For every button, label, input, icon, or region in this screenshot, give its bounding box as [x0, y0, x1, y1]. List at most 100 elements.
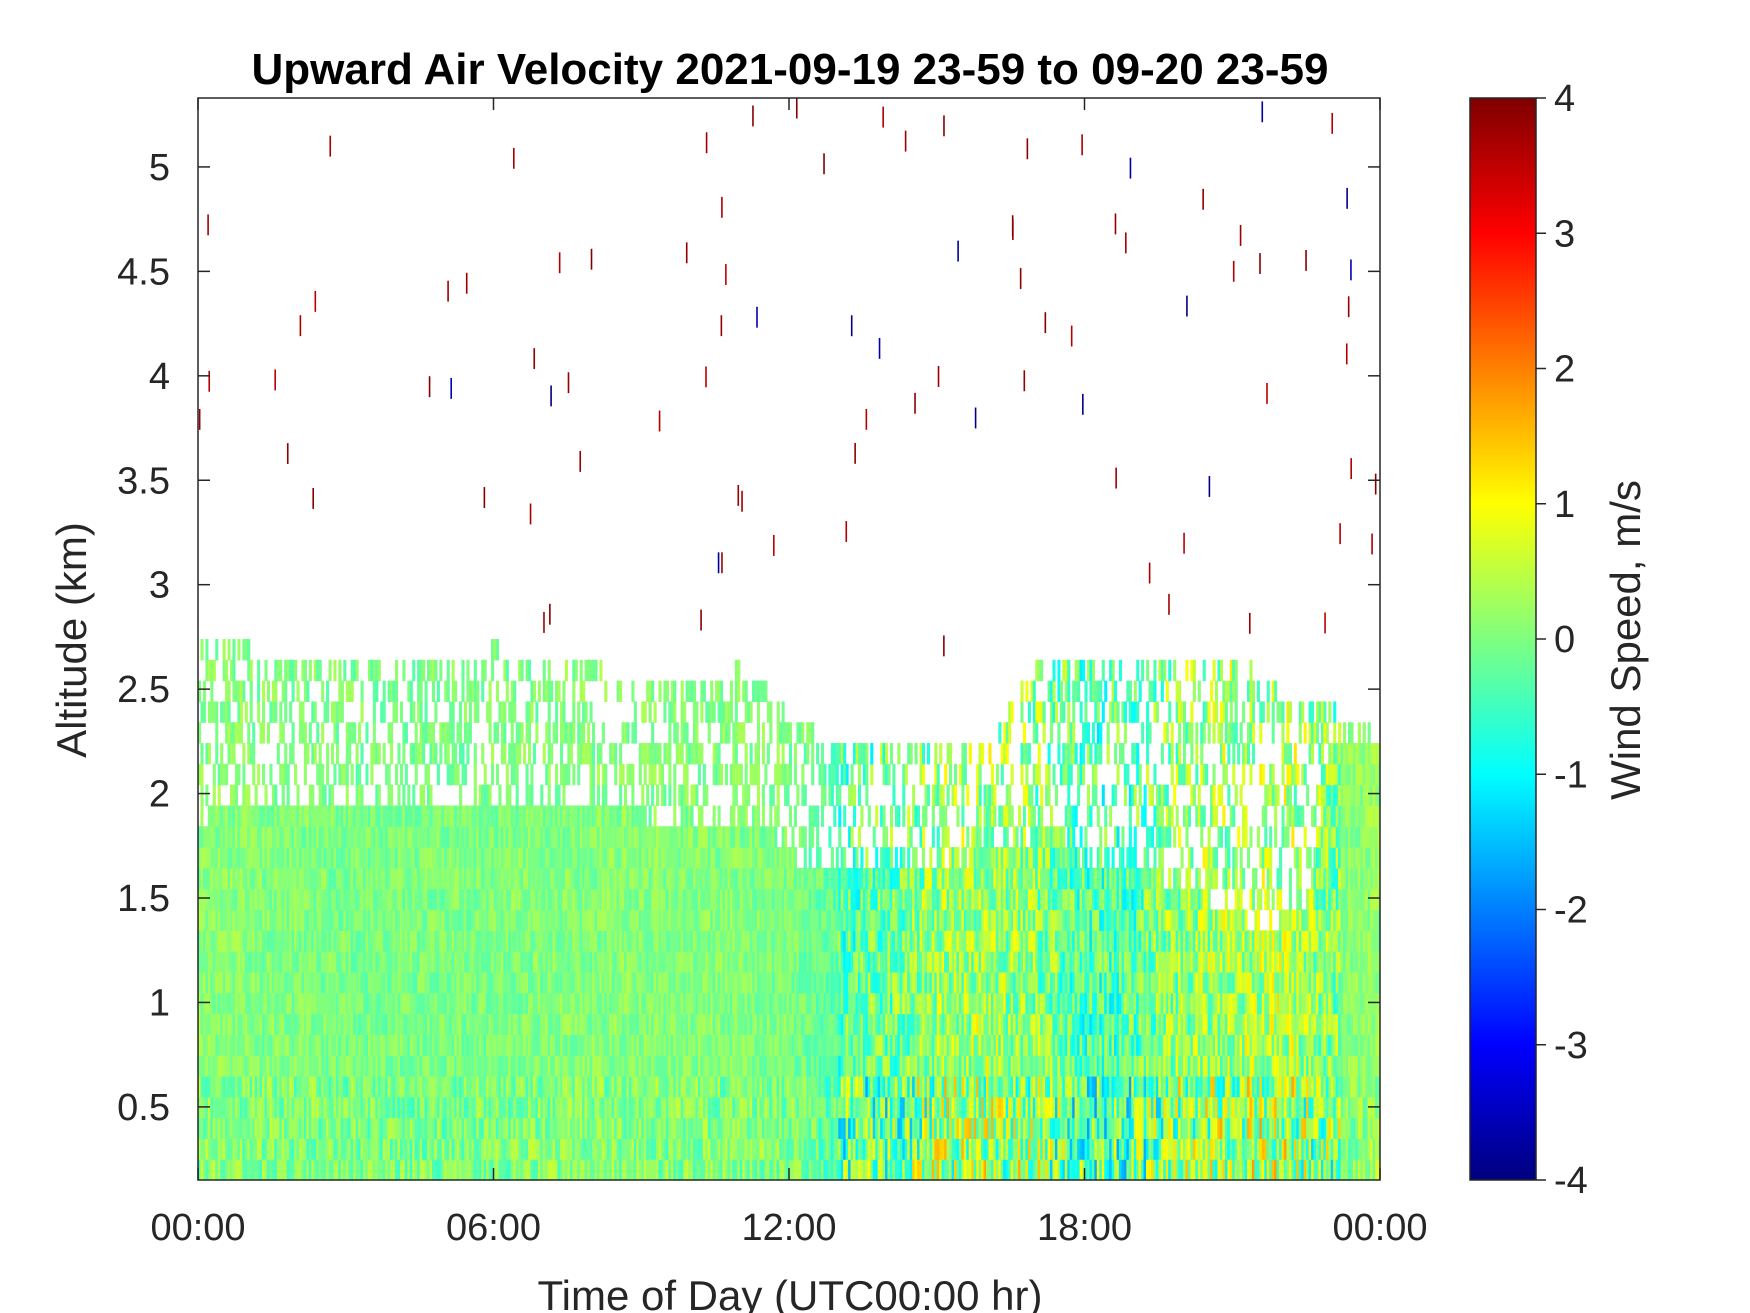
heatmap-cell — [527, 1013, 532, 1035]
heatmap-cell — [523, 847, 527, 869]
heatmap-cell — [739, 1138, 743, 1160]
heatmap-cell — [715, 930, 719, 952]
heatmap-cell — [262, 867, 266, 890]
heatmap-cell — [463, 722, 468, 744]
heatmap-cell — [281, 1075, 285, 1098]
heatmap-cell — [675, 1055, 679, 1077]
heatmap-cell — [407, 1138, 411, 1160]
heatmap-cell — [414, 722, 418, 744]
heatmap-cell — [222, 1013, 226, 1035]
heatmap-cell — [692, 826, 697, 848]
heatmap-cell — [594, 847, 598, 869]
heatmap-cell — [409, 1138, 413, 1160]
heatmap-cell — [262, 951, 266, 973]
heatmap-cell — [360, 1034, 364, 1056]
heatmap-cell — [493, 930, 497, 952]
heatmap-cell — [353, 826, 357, 848]
heatmap-cell — [732, 888, 736, 911]
heatmap-cell — [345, 805, 349, 827]
heatmap-cell — [547, 826, 551, 848]
heatmap-cell — [476, 888, 480, 911]
heatmap-cell — [513, 805, 517, 827]
heatmap-cell — [752, 1013, 756, 1035]
heatmap-cell — [707, 1075, 711, 1098]
heatmap-cell — [537, 680, 541, 703]
heatmap-cell — [328, 659, 332, 682]
heatmap-cell — [284, 847, 288, 869]
heatmap-cell — [210, 680, 214, 703]
heatmap-cell — [631, 951, 635, 973]
heatmap-cell — [382, 867, 386, 890]
heatmap-cell — [459, 743, 463, 765]
heatmap-cell — [742, 971, 746, 994]
heatmap-cell — [518, 1055, 522, 1077]
heatmap-cell — [739, 1159, 743, 1180]
heatmap-cell — [663, 826, 667, 848]
heatmap-cell — [739, 722, 743, 744]
heatmap-cell — [739, 763, 743, 786]
heatmap-cell — [242, 971, 246, 994]
heatmap-cell — [259, 722, 263, 744]
heatmap-cell — [380, 1159, 384, 1180]
heatmap-cell — [688, 680, 692, 703]
heatmap-cell — [362, 909, 367, 931]
heatmap-cell — [663, 847, 667, 869]
heatmap-cell — [242, 1159, 246, 1180]
heatmap-cell — [370, 743, 374, 765]
heatmap-cell — [289, 1013, 293, 1035]
heatmap-cell — [729, 1075, 733, 1098]
heatmap-cell — [225, 951, 229, 973]
heatmap-cell — [365, 951, 369, 973]
heatmap-cell — [434, 1013, 438, 1035]
heatmap-cell — [636, 951, 640, 973]
heatmap-cell — [333, 1075, 337, 1098]
heatmap-cell — [239, 680, 243, 703]
heatmap-cell — [301, 659, 305, 682]
heatmap-cell — [417, 847, 421, 869]
heatmap-cell — [567, 1013, 571, 1035]
heatmap-cell — [761, 992, 765, 1015]
heatmap-cell — [717, 909, 721, 931]
heatmap-cell — [552, 1055, 556, 1077]
heatmap-cell — [729, 909, 733, 931]
heatmap-cell — [230, 784, 234, 807]
heatmap-cell — [702, 909, 706, 931]
heatmap-cell — [582, 1159, 586, 1180]
heatmap-cell — [663, 992, 667, 1015]
heatmap-cell — [205, 888, 209, 911]
heatmap-cell — [700, 826, 704, 848]
heatmap-cell — [350, 971, 354, 994]
heatmap-cell — [732, 930, 736, 952]
heatmap-cell — [296, 867, 300, 890]
heatmap-cell — [358, 805, 362, 827]
heatmap-cell — [562, 1075, 566, 1098]
heatmap-cell — [606, 1159, 610, 1180]
heatmap-cell — [675, 1075, 679, 1098]
heatmap-cell — [587, 1096, 591, 1119]
heatmap-cell — [348, 1075, 352, 1098]
heatmap-cell — [495, 1034, 500, 1056]
heatmap-cell — [298, 1117, 303, 1139]
heatmap-cell — [481, 971, 485, 994]
heatmap-cell — [271, 909, 275, 931]
heatmap-cell — [330, 1096, 335, 1119]
heatmap-cell — [702, 784, 706, 807]
heatmap-cell — [680, 909, 684, 931]
heatmap-cell — [582, 805, 586, 827]
heatmap-cell — [360, 1055, 364, 1077]
heatmap-cell — [244, 847, 248, 869]
heatmap-cell — [377, 951, 381, 973]
heatmap-cell — [619, 1096, 623, 1119]
heatmap-cell — [399, 1117, 403, 1139]
heatmap-cell — [486, 1034, 490, 1056]
heatmap-cell — [303, 909, 307, 931]
heatmap-cell — [409, 888, 413, 911]
heatmap-cell — [587, 1034, 591, 1056]
heatmap-cell — [609, 847, 613, 869]
heatmap-cell — [604, 1013, 608, 1035]
heatmap-cell — [291, 1013, 295, 1035]
heatmap-cell — [552, 951, 556, 973]
heatmap-cell — [562, 784, 566, 807]
heatmap-cell — [589, 867, 593, 890]
heatmap-cell — [345, 743, 349, 765]
